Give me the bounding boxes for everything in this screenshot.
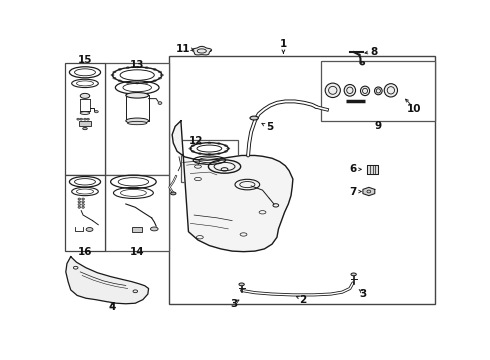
Bar xyxy=(131,227,142,232)
Ellipse shape xyxy=(95,111,98,113)
Text: 6: 6 xyxy=(349,164,357,174)
Ellipse shape xyxy=(325,83,341,98)
Ellipse shape xyxy=(239,283,245,286)
Bar xyxy=(105,63,170,175)
Text: 16: 16 xyxy=(77,247,92,257)
Ellipse shape xyxy=(82,198,84,200)
Bar xyxy=(181,140,238,182)
Ellipse shape xyxy=(82,206,84,208)
Text: 5: 5 xyxy=(267,122,273,132)
Polygon shape xyxy=(66,257,148,304)
Text: 3: 3 xyxy=(360,289,367,299)
Ellipse shape xyxy=(250,116,258,120)
Text: 15: 15 xyxy=(77,55,92,65)
Ellipse shape xyxy=(126,93,148,98)
Ellipse shape xyxy=(80,112,90,114)
Text: 1: 1 xyxy=(280,39,287,49)
Ellipse shape xyxy=(78,206,81,208)
Bar xyxy=(321,61,435,121)
Ellipse shape xyxy=(82,203,84,206)
Ellipse shape xyxy=(150,227,158,231)
Text: 14: 14 xyxy=(130,247,145,257)
Ellipse shape xyxy=(126,118,148,123)
Ellipse shape xyxy=(127,121,147,125)
Bar xyxy=(65,175,105,251)
Bar xyxy=(170,56,435,304)
Polygon shape xyxy=(192,46,212,55)
Ellipse shape xyxy=(78,201,81,203)
Bar xyxy=(79,121,91,126)
Polygon shape xyxy=(367,165,378,174)
Ellipse shape xyxy=(80,118,82,120)
Ellipse shape xyxy=(80,93,90,98)
Text: 7: 7 xyxy=(349,186,357,197)
Ellipse shape xyxy=(77,118,79,120)
Ellipse shape xyxy=(171,192,176,195)
Text: 13: 13 xyxy=(130,60,145,70)
Text: 9: 9 xyxy=(375,121,382,131)
Bar xyxy=(65,63,105,175)
Ellipse shape xyxy=(344,85,356,96)
Ellipse shape xyxy=(86,228,93,231)
Ellipse shape xyxy=(351,273,356,276)
Text: 8: 8 xyxy=(371,47,378,57)
Ellipse shape xyxy=(384,84,397,97)
Ellipse shape xyxy=(361,86,369,96)
Ellipse shape xyxy=(158,102,162,104)
Ellipse shape xyxy=(78,203,81,206)
Ellipse shape xyxy=(374,87,382,95)
Polygon shape xyxy=(363,187,375,195)
Ellipse shape xyxy=(82,201,84,203)
Text: 12: 12 xyxy=(189,136,203,146)
Ellipse shape xyxy=(87,118,89,120)
Text: 10: 10 xyxy=(407,104,422,114)
Text: 11: 11 xyxy=(176,44,190,54)
Text: 2: 2 xyxy=(299,296,306,305)
Text: 3: 3 xyxy=(230,299,238,309)
Polygon shape xyxy=(172,121,293,252)
Text: 4: 4 xyxy=(109,302,116,312)
Ellipse shape xyxy=(84,118,86,120)
Bar xyxy=(105,175,170,251)
Ellipse shape xyxy=(78,198,81,200)
Ellipse shape xyxy=(83,127,87,130)
